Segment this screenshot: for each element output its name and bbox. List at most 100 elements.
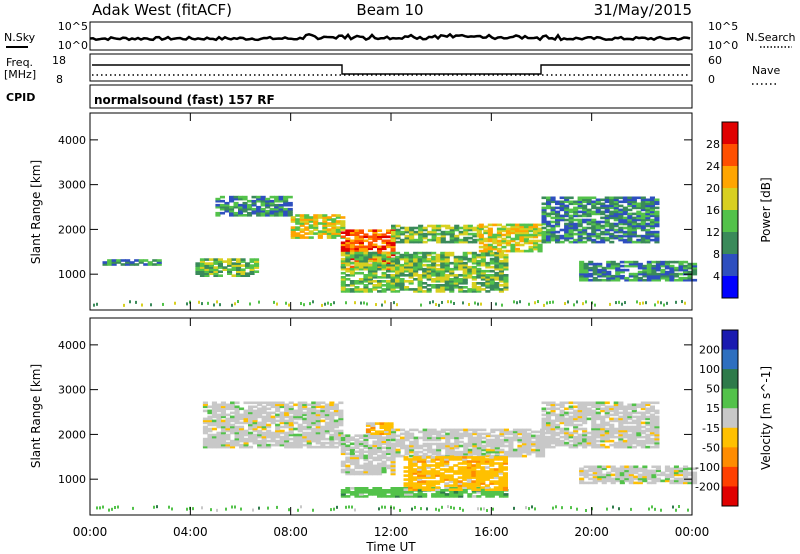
echo-cell	[329, 413, 335, 417]
echo-cell	[381, 450, 387, 454]
echo-cell	[483, 249, 489, 253]
echo-cell	[338, 417, 344, 421]
echo-cell	[349, 280, 355, 283]
echo-cell	[651, 264, 657, 268]
echo-cell	[533, 223, 539, 227]
echo-cell	[245, 262, 251, 265]
echo-cell	[311, 419, 317, 423]
echo-cell	[274, 211, 280, 215]
echo-cell	[265, 209, 271, 213]
echo-cell	[471, 472, 477, 475]
echo-cell	[278, 211, 284, 215]
echo-cell	[248, 415, 254, 419]
echo-cell	[293, 445, 299, 449]
echo-cell	[568, 208, 574, 212]
echo-cell	[252, 437, 258, 441]
echo-cell	[449, 232, 455, 236]
echo-cell	[631, 409, 637, 413]
echo-cell	[412, 476, 418, 479]
echo-cell	[408, 464, 414, 467]
echo-cell	[444, 269, 450, 273]
echo-cell	[417, 282, 423, 285]
echo-cell	[427, 432, 433, 436]
echo-cell	[386, 448, 392, 452]
echo-cell	[315, 419, 321, 423]
echo-cell	[457, 482, 463, 485]
echo-cell	[213, 258, 219, 261]
echo-cell	[340, 222, 346, 225]
echo-cell	[489, 474, 495, 477]
echo-cell	[595, 224, 601, 228]
echo-cell	[579, 266, 585, 270]
echo-cell	[390, 261, 396, 265]
echo-cell	[645, 236, 651, 240]
echo-cell	[293, 437, 299, 441]
echo-cell	[418, 226, 424, 230]
echo-cell	[573, 417, 579, 421]
ground-scatter-cell	[564, 302, 566, 306]
echo-cell	[219, 195, 225, 199]
echo-cell	[412, 482, 418, 485]
echo-cell	[503, 278, 509, 281]
echo-cell	[435, 493, 441, 496]
echo-cell	[613, 411, 619, 415]
echo-cell	[358, 267, 364, 271]
echo-cell	[297, 423, 303, 427]
echo-cell	[591, 423, 597, 427]
echo-cell	[463, 452, 469, 456]
echo-cell	[324, 403, 330, 407]
echo-cell	[467, 240, 473, 244]
echo-cell	[230, 445, 236, 449]
echo-cell	[498, 470, 504, 473]
echo-cell	[649, 222, 655, 226]
echo-cell	[252, 427, 258, 431]
echo-cell	[604, 435, 610, 439]
echo-cell	[326, 218, 332, 221]
echo-cell	[363, 495, 369, 498]
echo-cell	[248, 417, 254, 421]
echo-cell	[489, 261, 495, 265]
echo-cell	[340, 495, 346, 498]
echo-cell	[660, 272, 666, 276]
echo-cell	[266, 433, 272, 437]
echo-cell	[243, 429, 249, 433]
echo-cell	[288, 443, 294, 447]
echo-cell	[377, 495, 383, 498]
echo-cell	[284, 405, 290, 409]
echo-cell	[463, 434, 469, 438]
echo-cell	[503, 493, 509, 496]
echo-cell	[628, 481, 634, 485]
echo-cell	[519, 237, 525, 241]
echo-cell	[480, 251, 486, 255]
echo-cell	[633, 467, 639, 471]
power-heatmap-cells	[93, 195, 698, 307]
echo-cell	[631, 230, 637, 234]
echo-cell	[531, 444, 537, 448]
echo-cell	[494, 452, 500, 456]
echo-cell	[531, 450, 537, 454]
echo-cell	[345, 239, 351, 243]
echo-cell	[546, 431, 552, 435]
echo-cell	[233, 214, 239, 217]
echo-cell	[426, 470, 432, 473]
echo-cell	[649, 419, 655, 423]
ground-scatter-cell	[435, 303, 437, 307]
echo-cell	[541, 208, 547, 212]
x-tick-label: 08:00	[273, 525, 308, 539]
echo-cell	[601, 266, 607, 270]
echo-cell	[550, 210, 556, 214]
echo-cell	[678, 471, 684, 475]
echo-cell	[211, 435, 217, 439]
echo-cell	[412, 478, 418, 481]
echo-cell	[654, 409, 660, 413]
echo-cell	[147, 263, 153, 266]
echo-cell	[622, 218, 628, 222]
ground-scatter-cell	[567, 300, 569, 304]
echo-cell	[640, 228, 646, 232]
echo-cell	[440, 253, 446, 257]
echo-cell	[367, 278, 373, 281]
echo-cell	[367, 489, 373, 492]
echo-cell	[207, 443, 213, 447]
echo-cell	[217, 274, 223, 277]
echo-cell	[528, 223, 534, 227]
